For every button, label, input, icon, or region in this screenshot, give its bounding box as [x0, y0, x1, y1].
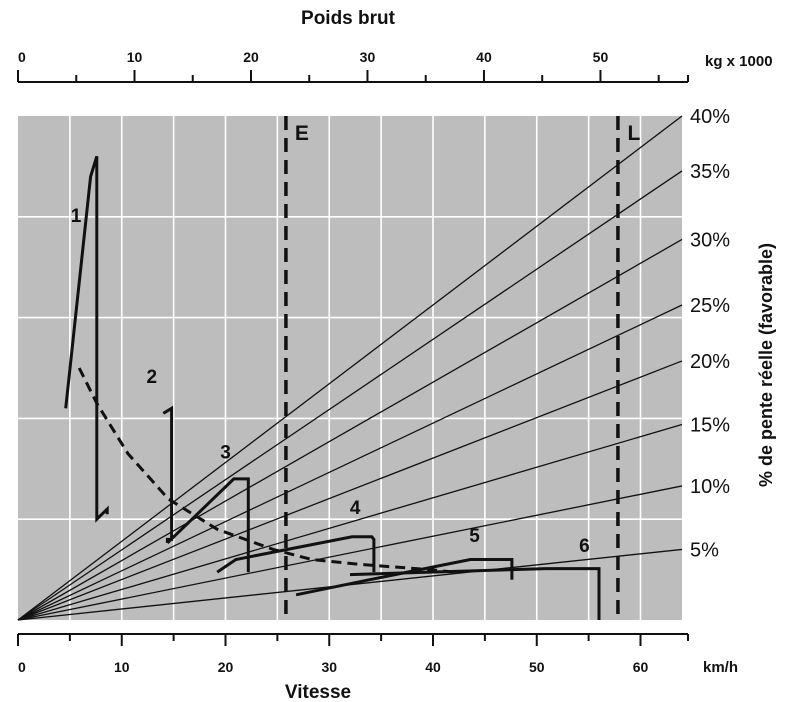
grade-line	[17, 360, 683, 621]
top-axis-unit: kg x 1000	[705, 53, 773, 70]
gear-curve-3	[166, 477, 250, 573]
grade-line	[17, 304, 683, 621]
right-axis-title: % de pente réelle (favorable)	[756, 243, 776, 487]
grade-line	[17, 423, 683, 621]
top-tick-label: 50	[593, 49, 609, 65]
envelope-curve	[77, 367, 455, 574]
bottom-axis-unit: km/h	[703, 659, 738, 676]
gear-curve-5	[295, 558, 514, 597]
grade-label: 35%	[690, 161, 730, 183]
marker-label: E	[295, 122, 309, 145]
bottom-tick-label: 40	[425, 659, 441, 675]
top-axis-title: Poids brut	[301, 8, 396, 29]
grade-label: 25%	[690, 295, 730, 317]
grade-line	[17, 115, 683, 621]
grade-label: 10%	[690, 476, 730, 498]
gear-curve-6	[349, 567, 601, 620]
bottom-tick-label: 20	[218, 659, 234, 675]
bottom-tick-label: 50	[529, 659, 545, 675]
gear-curve-4	[216, 535, 376, 574]
grade-label: 30%	[690, 229, 730, 251]
grade-line	[17, 170, 683, 621]
grade-line	[17, 238, 683, 621]
gear-label: 1	[71, 206, 82, 227]
bottom-axis-title: Vitesse	[285, 682, 351, 702]
grade-label: 5%	[690, 539, 719, 561]
gear-label: 3	[220, 443, 231, 464]
gear-label: 2	[147, 367, 158, 388]
top-tick-label: 40	[476, 49, 492, 65]
top-tick-label: 10	[127, 49, 143, 65]
grade-label: 40%	[690, 106, 730, 128]
bottom-tick-label: 60	[633, 659, 649, 675]
bottom-tick-label: 0	[18, 659, 26, 675]
top-tick-label: 0	[18, 49, 26, 65]
grade-label: 20%	[690, 351, 730, 373]
gear-label: 5	[469, 526, 480, 547]
grade-label: 15%	[690, 414, 730, 436]
bottom-tick-label: 30	[321, 659, 337, 675]
top-tick-label: 20	[243, 49, 259, 65]
plot-area: 0 10 20 30 40 500 10 20 30 40 50 6040%35%30%25%20%1…	[17, 49, 730, 675]
top-tick-label: 30	[360, 49, 376, 65]
bottom-tick-label: 10	[114, 659, 130, 675]
gear-label: 4	[350, 498, 361, 519]
gear-curve-1	[64, 155, 109, 523]
marker-label: L	[628, 122, 641, 145]
grade-line	[17, 485, 683, 621]
gear-label: 6	[579, 536, 590, 557]
